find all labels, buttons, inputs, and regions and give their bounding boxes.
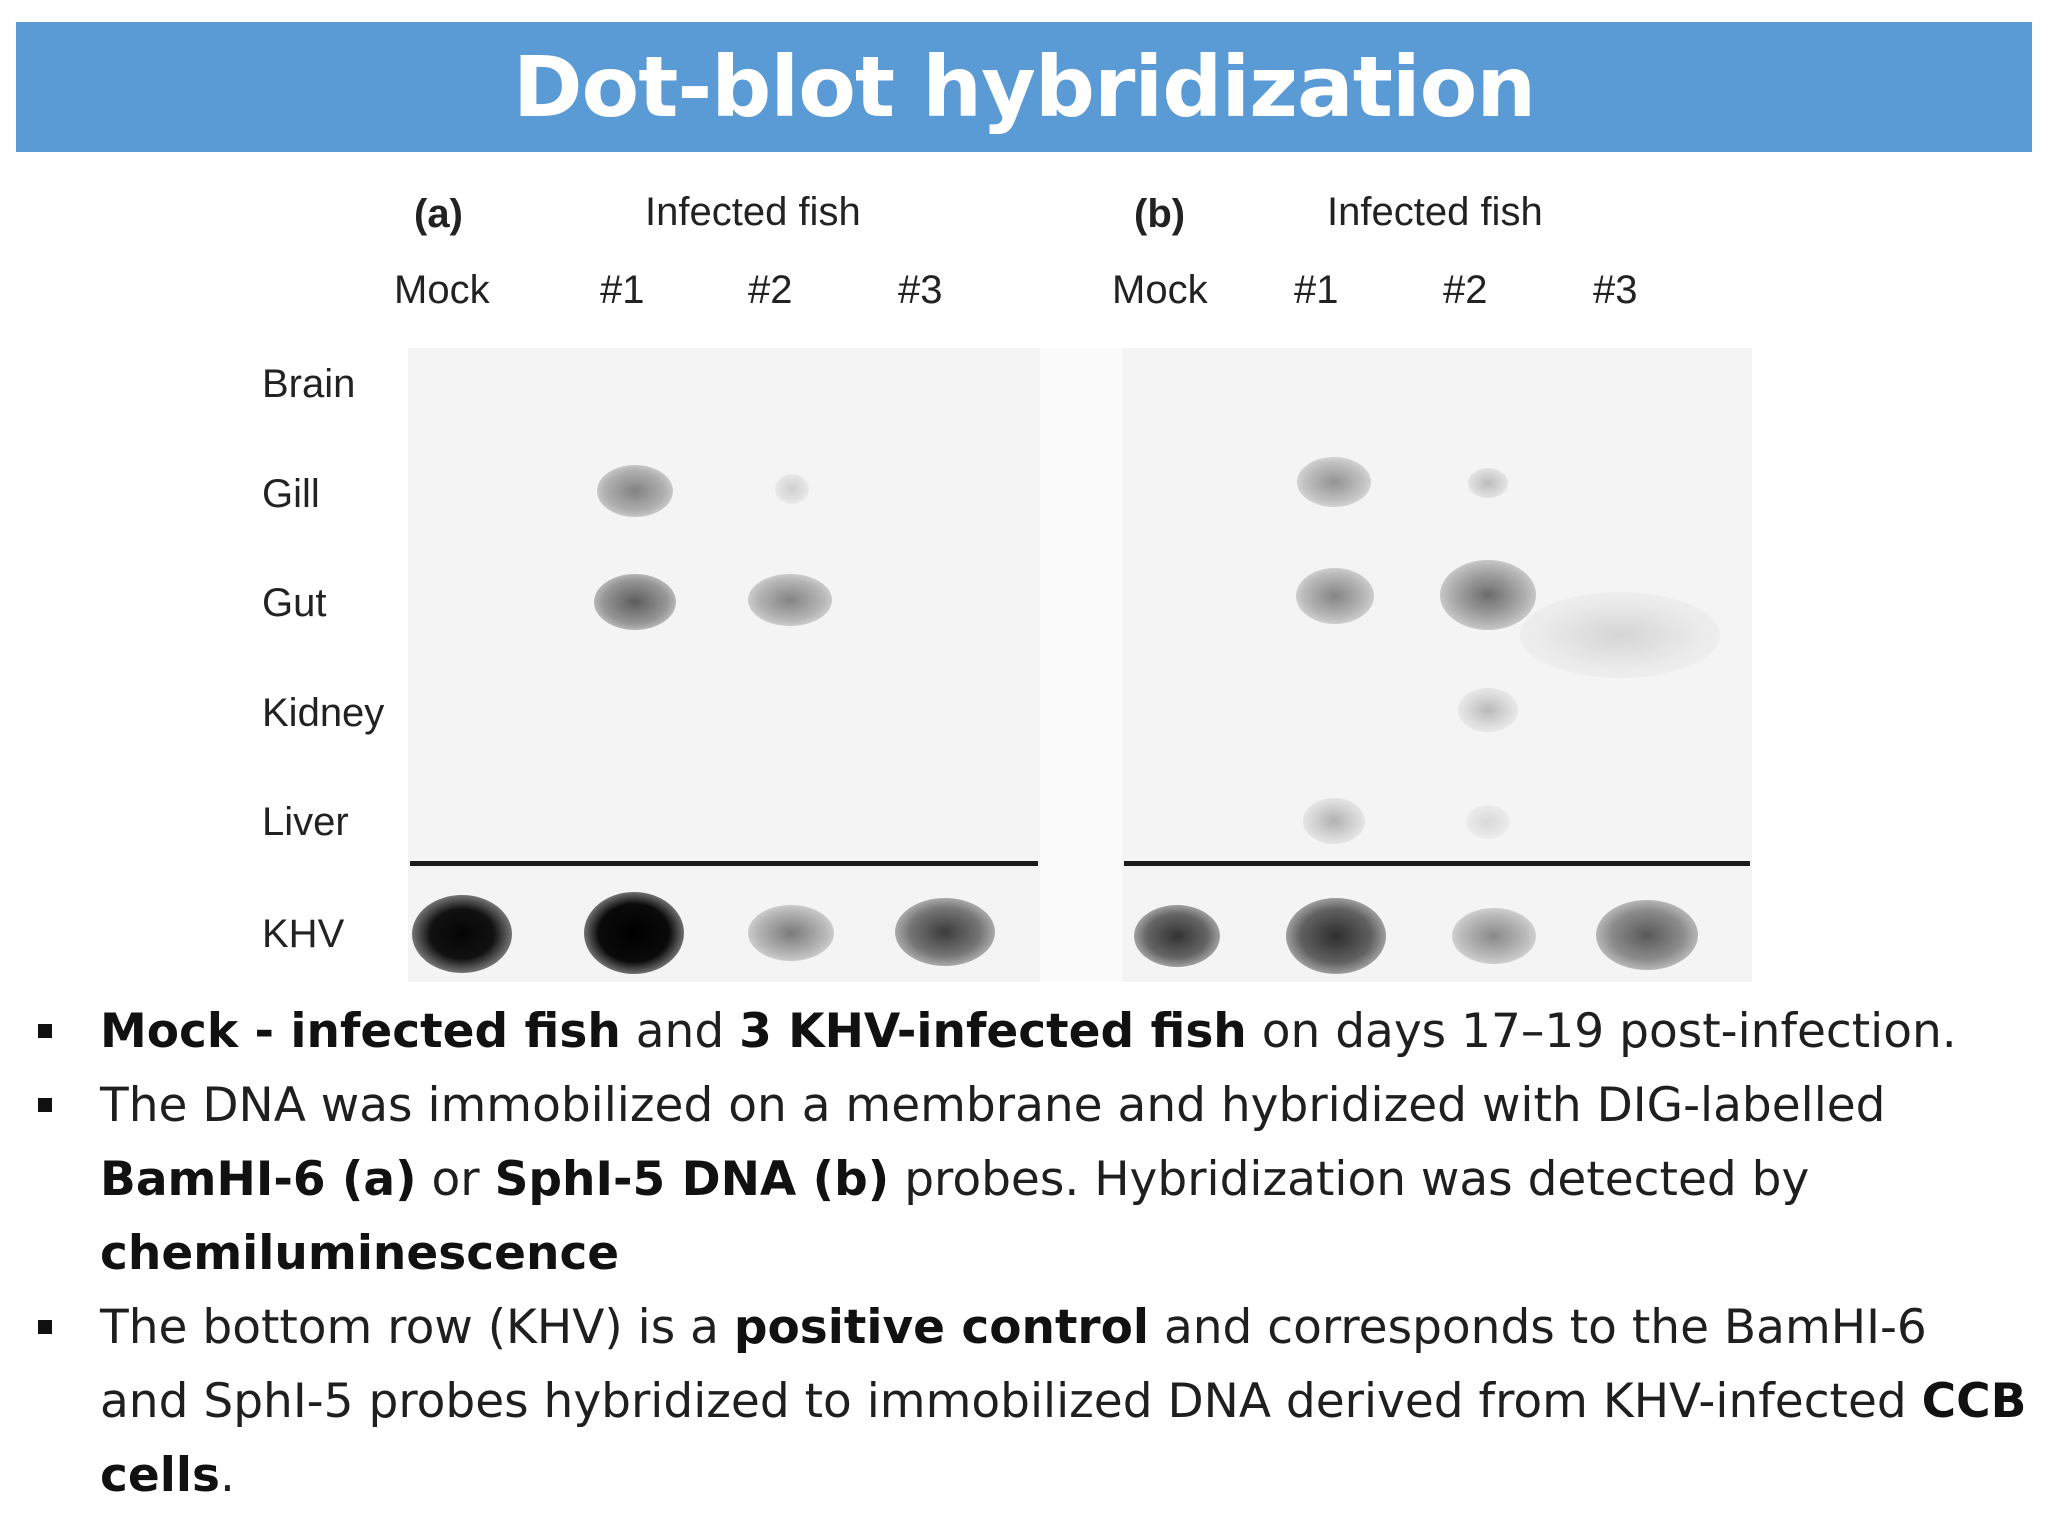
- panel-a-label: (a): [414, 192, 463, 236]
- bullet-text: probes. Hybridization was detected by: [889, 1152, 1810, 1207]
- bullet-bold-text: BamHI-6 (a): [100, 1152, 417, 1207]
- panel-b-column-2: #2: [1443, 268, 1488, 312]
- bullet-square-icon: [38, 1024, 52, 1038]
- dot-b-gut-fish2: [1440, 560, 1536, 630]
- dot-b-gut-fish1: [1296, 568, 1374, 624]
- panel-a-column-2: #2: [748, 268, 793, 312]
- dot-a-khv-fish3: [895, 898, 995, 966]
- row-label-kidney: Kidney: [262, 691, 385, 735]
- panel-b-column-3: #3: [1593, 268, 1638, 312]
- row-label-liver: Liver: [262, 800, 349, 844]
- bullet-bold-text: chemiluminescence: [100, 1226, 620, 1281]
- panel-a-group-label: Infected fish: [645, 190, 861, 234]
- dot-a-khv-fish2: [748, 905, 834, 961]
- bullet-text: and: [620, 1004, 740, 1059]
- membrane-gap: [1040, 348, 1122, 982]
- dot-a-khv-fish1: [584, 892, 684, 974]
- bullet-item: The DNA was immobilized on a membrane an…: [38, 1069, 2030, 1291]
- bullet-item: The bottom row (KHV) is a positive contr…: [38, 1291, 2030, 1513]
- dot-b-gill-fish1: [1297, 457, 1371, 507]
- page-title: Dot-blot hybridization: [512, 38, 1536, 136]
- panel-b-separator-line: [1124, 861, 1750, 866]
- row-label-brain: Brain: [262, 362, 356, 406]
- dot-a-khv-mock: [412, 895, 512, 973]
- bullet-bold-text: Mock - infected fish: [100, 1004, 621, 1059]
- dot-b-khv-fish3: [1596, 900, 1698, 970]
- dot-blot-figure: (a) Infected fish Mock #1 #2 #3 (b) Infe…: [262, 190, 1752, 982]
- bullet-text: The bottom row (KHV) is a: [100, 1300, 734, 1355]
- bullet-text: and corresponds to the BamHI-6 and SphI-…: [100, 1300, 1927, 1429]
- bullet-bold-text: SphI-5 DNA (b): [494, 1152, 890, 1207]
- bullet-text: or: [416, 1152, 495, 1207]
- dot-b-kidney-fish2: [1458, 688, 1518, 732]
- dot-b-khv-fish1: [1286, 898, 1386, 974]
- bullet-square-icon: [38, 1098, 52, 1112]
- dot-a-gill-fish1: [597, 465, 673, 517]
- panel-b-label: (b): [1134, 192, 1186, 236]
- panel-a-separator-line: [410, 861, 1038, 866]
- dot-b-gut-smear: [1520, 592, 1720, 678]
- row-label-gut: Gut: [262, 581, 327, 625]
- panel-a-column-mock: Mock: [394, 268, 490, 312]
- dot-b-liver-fish1: [1303, 798, 1365, 844]
- bullet-bold-text: CCB cells: [100, 1374, 2027, 1503]
- dot-b-khv-mock: [1134, 905, 1220, 967]
- dot-a-gill-fish2: [775, 474, 809, 504]
- panel-a-column-1: #1: [600, 268, 645, 312]
- bullet-bold-text: positive control: [733, 1300, 1149, 1355]
- panel-b-group-label: Infected fish: [1327, 190, 1543, 234]
- dot-b-liver-fish2: [1466, 805, 1510, 839]
- panel-b-column-mock: Mock: [1112, 268, 1208, 312]
- title-banner: Dot-blot hybridization: [16, 22, 2032, 152]
- dot-a-gut-fish2: [748, 574, 832, 626]
- panel-a-column-3: #3: [898, 268, 943, 312]
- bullet-text: on days 17–19 post-infection.: [1246, 1004, 1957, 1059]
- bullet-item: Mock - infected fish and 3 KHV-infected …: [38, 995, 2030, 1069]
- dot-a-gut-fish1: [594, 574, 676, 630]
- row-label-khv: KHV: [262, 912, 345, 956]
- bullet-square-icon: [38, 1320, 52, 1334]
- bullet-text: .: [219, 1448, 235, 1503]
- dot-b-khv-fish2: [1452, 908, 1536, 964]
- bullet-bold-text: 3 KHV-infected fish: [739, 1004, 1247, 1059]
- panel-b-column-1: #1: [1294, 268, 1339, 312]
- dot-b-gill-fish2: [1468, 468, 1508, 498]
- bullet-text: The DNA was immobilized on a membrane an…: [100, 1078, 1886, 1133]
- row-label-gill: Gill: [262, 472, 320, 516]
